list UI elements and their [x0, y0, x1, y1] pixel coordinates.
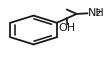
Text: 2: 2	[95, 9, 101, 18]
Text: NH: NH	[88, 8, 105, 18]
Text: OH: OH	[59, 22, 76, 33]
